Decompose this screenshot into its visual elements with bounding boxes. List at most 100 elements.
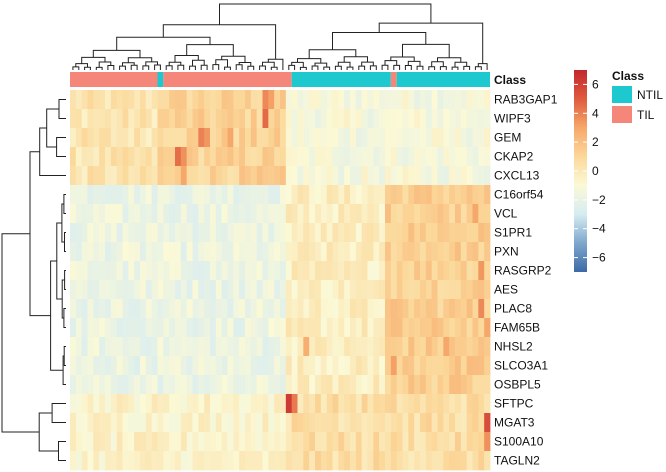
heatmap-cell	[99, 90, 106, 110]
heatmap-cell	[367, 223, 374, 243]
heatmap-cell	[320, 166, 328, 186]
dendrogram-branch	[378, 22, 484, 64]
heatmap-cell	[455, 375, 462, 395]
heatmap-cell	[210, 204, 217, 224]
heatmap-cell	[420, 204, 427, 224]
heatmap-cell	[268, 166, 275, 186]
heatmap-cell	[128, 451, 135, 471]
heatmap-cell	[367, 375, 374, 395]
heatmap-cell	[140, 204, 147, 224]
dendrogram-branch	[390, 56, 415, 62]
heatmap-cell	[128, 242, 135, 262]
heatmap-cell	[186, 413, 193, 433]
heatmap-cell	[75, 261, 83, 281]
heatmap-cell	[414, 242, 421, 262]
heatmap-cell	[210, 318, 217, 338]
heatmap-cell	[373, 413, 380, 433]
heatmap-cell	[484, 147, 491, 167]
heatmap-cell	[291, 90, 298, 110]
heatmap-cell	[344, 318, 351, 338]
heatmap-cell	[443, 318, 450, 338]
heatmap-cell	[332, 432, 339, 452]
heatmap-cell	[425, 128, 433, 148]
heatmap-cell	[70, 261, 77, 281]
heatmap-cell	[134, 337, 141, 357]
dendrogram-branch	[51, 403, 66, 423]
heatmap-cell	[425, 413, 433, 433]
heatmap-cell	[367, 128, 374, 148]
heatmap-cell	[291, 280, 298, 300]
heatmap-cell	[326, 204, 333, 224]
heatmap-cell	[472, 261, 479, 281]
heatmap-cell	[140, 451, 147, 471]
heatmap-cell	[379, 451, 386, 471]
heatmap-cell	[390, 204, 398, 224]
heatmap-cell	[414, 375, 421, 395]
heatmap-cell	[332, 223, 339, 243]
dendrogram-branch	[64, 232, 66, 252]
heatmap-cell	[198, 223, 205, 243]
heatmap-cell	[414, 185, 421, 205]
heatmap-cell	[315, 185, 322, 205]
heatmap-cell	[455, 166, 462, 186]
heatmap-cell	[355, 413, 363, 433]
heatmap-cell	[110, 394, 118, 414]
heatmap-cell	[145, 242, 153, 262]
heatmap-cell	[122, 223, 129, 243]
heatmap-cell	[326, 128, 333, 148]
dendrogram-branch	[29, 151, 51, 317]
heatmap-cell	[128, 318, 135, 338]
heatmap-cell	[157, 261, 164, 281]
heatmap-cell	[355, 299, 363, 319]
heatmap-cell	[180, 375, 188, 395]
heatmap-cell	[128, 128, 135, 148]
row-label: RAB3GAP1	[494, 93, 558, 107]
heatmap-cell	[484, 109, 491, 129]
heatmap-cell	[75, 280, 83, 300]
heatmap-cell	[110, 90, 118, 110]
heatmap-cell	[221, 432, 228, 452]
heatmap-cell	[449, 90, 456, 110]
heatmap-cell	[297, 299, 304, 319]
heatmap-cell	[192, 166, 199, 186]
heatmap-cell	[414, 261, 421, 281]
dendrogram-branch	[63, 346, 66, 366]
heatmap-cell	[350, 166, 357, 186]
heatmap-cell	[210, 147, 217, 167]
heatmap-cell	[105, 147, 112, 167]
heatmap-cell	[361, 356, 368, 376]
heatmap-cell	[291, 337, 298, 357]
heatmap-cell	[134, 318, 141, 338]
heatmap-cell	[285, 375, 293, 395]
heatmap-cell	[268, 280, 275, 300]
heatmap-cell	[402, 451, 409, 471]
heatmap-cell	[87, 261, 94, 281]
heatmap-cell	[338, 375, 345, 395]
heatmap-cell	[151, 109, 158, 129]
heatmap-cell	[163, 337, 170, 357]
heatmap-cell	[204, 90, 211, 110]
heatmap-cell	[373, 299, 380, 319]
heatmap-cell	[414, 413, 421, 433]
heatmap-cell	[367, 394, 374, 414]
heatmap-cell	[163, 242, 170, 262]
heatmap-cell	[297, 223, 304, 243]
heatmap-cell	[379, 128, 386, 148]
heatmap-cell	[268, 337, 275, 357]
heatmap-cell	[163, 128, 170, 148]
heatmap-cell	[425, 451, 433, 471]
heatmap-cell	[455, 223, 462, 243]
heatmap-cell	[361, 166, 368, 186]
heatmap-cell	[110, 261, 118, 281]
heatmap-cell	[291, 185, 298, 205]
heatmap-cell	[443, 166, 450, 186]
heatmap-cell	[198, 299, 205, 319]
heatmap-cell	[198, 90, 205, 110]
heatmap-cell	[402, 337, 409, 357]
heatmap-cell	[169, 375, 176, 395]
heatmap-cell	[145, 337, 153, 357]
heatmap-cell	[262, 204, 269, 224]
heatmap-cell	[169, 394, 176, 414]
heatmap-cell	[81, 413, 88, 433]
heatmap-cell	[437, 299, 444, 319]
